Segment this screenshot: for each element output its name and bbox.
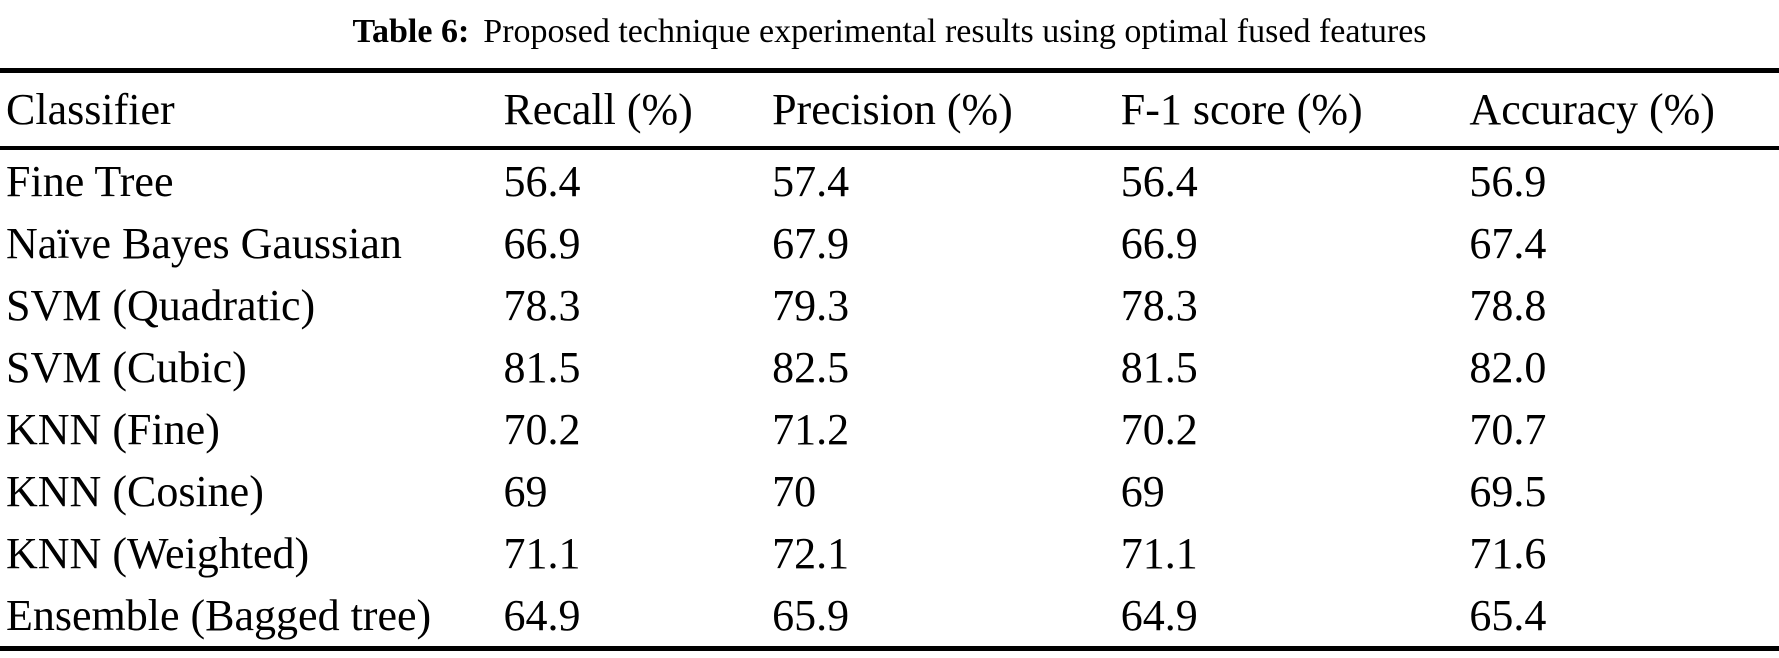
value-cell: 56.4 [1120, 156, 1198, 206]
classifier-cell: KNN (Cosine) [6, 466, 264, 516]
value-cell: 69 [503, 466, 548, 516]
value-cell: 56.9 [1469, 156, 1547, 206]
value-cell: 66.9 [1120, 218, 1198, 268]
value-cell: 70.2 [503, 404, 581, 454]
value-cell: 67.9 [772, 218, 850, 268]
value-cell: 71.2 [772, 404, 850, 454]
table-row: KNN (Cosine) 69 70 69 69.5 [0, 460, 1779, 522]
value-cell: 82.0 [1469, 342, 1547, 392]
classifier-cell: Naïve Bayes Gaussian [6, 218, 402, 268]
column-header: Recall (%) [503, 70, 773, 150]
column-header: Accuracy (%) [1469, 70, 1779, 150]
table-row: Ensemble (Bagged tree) 64.9 65.9 64.9 65.4 [0, 584, 1779, 649]
value-cell: 64.9 [503, 590, 581, 640]
table-caption: Table 6: Proposed technique experimental … [0, 0, 1779, 68]
classifier-cell: KNN (Fine) [6, 404, 220, 454]
table-row: SVM (Quadratic) 78.3 79.3 78.3 78.8 [0, 274, 1779, 336]
value-cell: 65.4 [1469, 590, 1547, 640]
table-row: Fine Tree 56.4 57.4 56.4 56.9 [0, 148, 1779, 212]
table-caption-text: Proposed technique experimental results … [483, 13, 1427, 50]
value-cell: 65.9 [772, 590, 850, 640]
value-cell: 69 [1120, 466, 1165, 516]
value-cell: 81.5 [503, 342, 581, 392]
table-row: SVM (Cubic) 81.5 82.5 81.5 82.0 [0, 336, 1779, 398]
value-cell: 71.1 [1120, 528, 1198, 578]
value-cell: 69.5 [1469, 466, 1547, 516]
classifier-cell: SVM (Quadratic) [6, 280, 316, 330]
value-cell: 70 [772, 466, 817, 516]
value-cell: 70.2 [1120, 404, 1198, 454]
value-cell: 78.3 [1120, 280, 1198, 330]
value-cell: 82.5 [772, 342, 850, 392]
value-cell: 56.4 [503, 156, 581, 206]
results-table: Classifier Recall (%) Precision (%) F-1 sco… [0, 68, 1779, 651]
results-table-body: Fine Tree 56.4 57.4 56.4 56.9 Naïve Bayes Gau… [0, 148, 1779, 649]
table-row: KNN (Weighted) 71.1 72.1 71.1 71.6 [0, 522, 1779, 584]
table-caption-label: Table 6: [352, 13, 470, 50]
table-row: Naïve Bayes Gaussian 66.9 67.9 66.9 67.4 [0, 212, 1779, 274]
value-cell: 79.3 [772, 280, 850, 330]
value-cell: 71.6 [1469, 528, 1547, 578]
classifier-cell: Ensemble (Bagged tree) [6, 590, 432, 640]
value-cell: 78.3 [503, 280, 581, 330]
value-cell: 57.4 [772, 156, 850, 206]
column-header: Classifier [0, 70, 504, 150]
classifier-cell: Fine Tree [6, 156, 174, 206]
classifier-cell: KNN (Weighted) [6, 528, 310, 578]
value-cell: 72.1 [772, 528, 850, 578]
value-cell: 67.4 [1469, 218, 1547, 268]
value-cell: 70.7 [1469, 404, 1547, 454]
value-cell: 81.5 [1120, 342, 1198, 392]
value-cell: 71.1 [503, 528, 581, 578]
classifier-cell: SVM (Cubic) [6, 342, 247, 392]
header-row: Classifier Recall (%) Precision (%) F-1 sco… [0, 70, 1779, 150]
column-header: Precision (%) [772, 70, 1121, 150]
value-cell: 78.8 [1469, 280, 1547, 330]
value-cell: 66.9 [503, 218, 581, 268]
column-header: F-1 score (%) [1120, 70, 1470, 150]
results-table-header: Classifier Recall (%) Precision (%) F-1 sco… [0, 70, 1779, 150]
table-row: KNN (Fine) 70.2 71.2 70.2 70.7 [0, 398, 1779, 460]
value-cell: 64.9 [1120, 590, 1198, 640]
